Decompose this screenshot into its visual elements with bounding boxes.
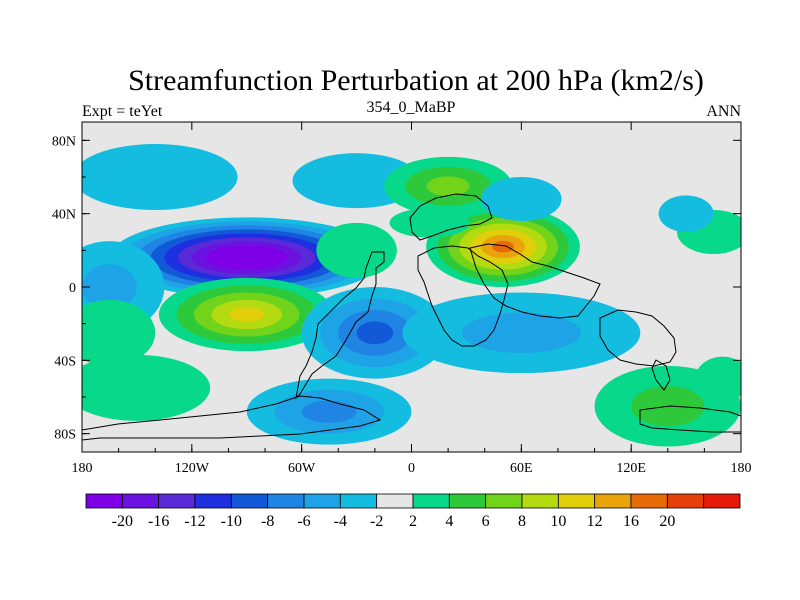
coastline-south-america [295,251,385,400]
colorbar-label: 2 [409,513,417,530]
x-axis: 180 120W 60W 0 60E 120E 180 [72,122,752,476]
colorbar-swatch [594,493,632,509]
coastline-australia [599,309,677,367]
colorbar-label: -12 [184,513,205,530]
colorbar-label: -8 [261,513,274,530]
coastline-africa [417,245,509,347]
y-tick-label: 40S [54,354,76,369]
contour-blob-14 [246,378,412,445]
contour-blob-5 [82,299,156,366]
colorbar-label: 20 [659,513,675,530]
colorbar-label: -2 [370,513,383,530]
coastline-outlines [82,193,741,441]
contour-level [82,264,137,310]
x-tick-label: 180 [731,461,752,476]
left-string: Expt = teYet [82,103,163,120]
x-tick-label: 60E [510,461,533,476]
y-axis: 80N 40N 0 40S 80S [52,134,741,443]
contour-level [481,177,562,221]
colorbar-label: 8 [518,513,526,530]
contour-blob-6 [82,354,211,421]
colorbar-swatch [303,493,341,509]
coastline-new-zealand [651,359,671,391]
colorbar-swatch [194,493,232,509]
coastline-arabia-asia [469,243,601,319]
center-string: 354_0_MaBP [367,99,456,116]
colorbar-swatch [376,493,414,509]
colorbar-swatch [630,493,668,509]
contour-level [301,400,357,423]
colorbar-label: -16 [148,513,169,530]
contour-level [658,195,714,233]
y-tick-label: 80N [52,134,76,149]
contour-blob-13 [402,292,641,374]
contour-blob-7 [316,222,397,278]
colorbar-swatch [267,493,305,509]
contour-level [492,240,515,253]
colorbar-label: -6 [297,513,310,530]
contour-field [82,122,741,452]
colorbar-label: 12 [587,513,603,530]
contour-blob-4 [158,277,335,352]
contour-blob-10 [389,208,471,238]
chart-title: Streamfunction Perturbation at 200 hPa (… [128,64,704,97]
contour-blob-17 [658,195,714,233]
colorbar-swatch [521,493,559,509]
x-tick-label: 0 [408,461,415,476]
colorbar: -20 -16 -12 -10 -8 -6 -4 -2 2 4 6 8 10 12 16 20 [85,493,741,530]
contour-level [316,222,397,278]
colorbar-swatch [85,493,123,509]
colorbar-label: -10 [221,513,242,530]
colorbar-label: 10 [550,513,566,530]
contour-level [461,312,581,354]
y-tick-label: 0 [69,281,76,296]
colorbar-label: 6 [482,513,490,530]
colorbar-swatch [557,493,596,509]
contour-level [82,299,156,366]
x-tick-label: 120E [616,461,646,476]
contour-level [82,354,211,421]
contour-level [356,321,394,345]
colorbar-label: -4 [334,513,347,530]
contour-level [82,144,238,210]
contour-level [233,253,261,262]
colorbar-swatch [666,493,705,509]
colorbar-label: 16 [623,513,639,530]
contour-level [229,307,265,322]
y-tick-label: 80S [54,428,76,443]
contour-blob-0 [109,217,385,298]
colorbar-swatch [230,493,269,509]
colorbar-label: -20 [112,513,133,530]
colorbar-swatch [703,493,741,509]
x-tick-label: 180 [72,461,93,476]
colorbar-swatch [448,493,487,509]
x-tick-label: 60W [288,461,316,476]
colorbar-swatch [412,493,450,509]
colorbar-swatch [158,493,196,509]
contour-blob-18 [695,356,741,401]
colorbar-swatch [339,493,378,509]
x-tick-label: 120W [175,461,210,476]
colorbar-swatch [485,493,523,509]
colorbar-swatch [121,493,160,509]
contour-blob-12 [301,287,449,379]
contour-level [426,176,470,196]
coastline-europe [409,193,493,241]
right-string: ANN [706,103,741,120]
contour-level [389,208,471,238]
contour-blob-9 [384,156,513,216]
y-tick-label: 40N [52,208,76,223]
colorbar-label: 4 [445,513,453,530]
coastline-antarctica [82,395,382,441]
contour-level [695,356,741,401]
contour-blob-2 [82,144,238,210]
contour-blob-8 [426,206,580,287]
contour-blob-11 [481,177,562,221]
coastline-antarctic-east [639,405,741,433]
